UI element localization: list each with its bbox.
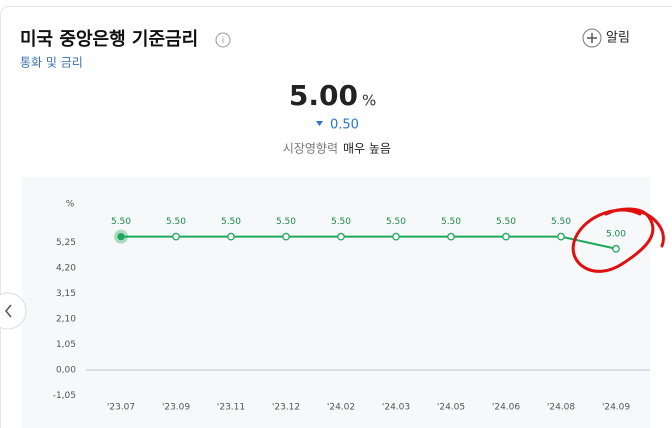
value-label: 5.50 [386,217,406,227]
x-tick-label: '23.07 [107,403,135,413]
value-label: 5.50 [221,217,241,227]
current-value: 5.00 [289,79,358,112]
y-tick-label: 4,20 [56,264,76,274]
point [227,232,235,241]
value-label: 5.50 [496,217,516,227]
value-label: 5.50 [166,217,186,227]
alert-button[interactable]: 알림 [606,31,630,46]
value-unit: % [362,92,376,110]
change: 0.50 [330,118,359,133]
x-tick-label: '23.09 [162,403,191,413]
y-tick-label: 3,15 [56,289,76,299]
x-tick-label: '24.02 [327,403,355,413]
value-label: 5.50 [111,217,131,227]
point [447,232,455,241]
x-tick-label: '24.06 [492,403,521,413]
value-label: 5.00 [606,229,626,239]
point [612,244,620,253]
value-label: 5.50 [441,217,461,227]
line [121,235,617,250]
point [172,232,180,241]
value-label: 5.50 [276,217,296,227]
point [502,232,510,241]
chart-area [22,177,650,428]
point [337,232,345,241]
title: 미국 중앙은행 기준금리 [20,29,198,50]
value-label: 5.50 [551,217,571,227]
x-tick-label: '24.03 [382,403,410,413]
chevron [5,304,12,318]
alert-icon[interactable] [582,28,602,48]
y-tick-label: 1,05 [56,340,76,350]
x-tick-label: '24.05 [437,403,465,413]
info-icon[interactable] [215,32,231,48]
y-tick-label: -1,05 [53,391,76,401]
impact-label: 시장영향력 [283,142,338,156]
point [282,232,290,241]
x-tick-label: '24.08 [547,403,576,413]
down-arrow [316,121,323,126]
impact-value: 매우 높음 [343,142,391,156]
y-unit: % [66,200,75,210]
plus [587,33,597,43]
x-tick-label: '23.11 [217,403,245,413]
y-tick-label: 5,25 [56,238,76,248]
point [392,232,400,241]
x-tick-label: '23.12 [272,403,300,413]
prev-button[interactable] [0,292,27,330]
y-tick-label: 0,00 [56,365,76,375]
point [557,232,565,241]
annotation-circle [571,207,665,273]
value-label: 5.50 [331,217,351,227]
x-tick-label: '24.09 [602,403,631,413]
info-i: i [222,36,225,46]
point [117,233,125,241]
y-tick-label: 2,10 [56,315,76,325]
subtitle: 통화 및 금리 [20,56,83,70]
